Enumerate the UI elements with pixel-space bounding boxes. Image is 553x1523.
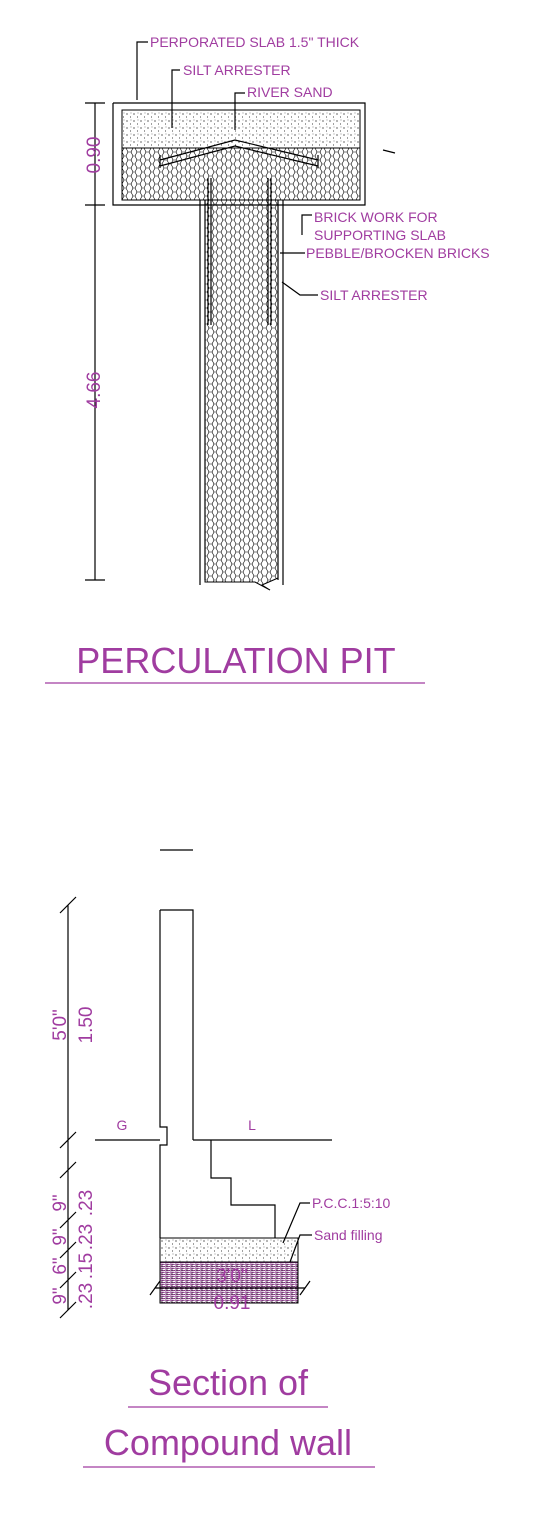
dim-label: 1.50 bbox=[76, 1007, 97, 1044]
ground-mark: L bbox=[248, 1117, 256, 1133]
dim-label: 9" bbox=[50, 1228, 71, 1245]
wall-outline bbox=[95, 850, 332, 1238]
dim-label: 0.91 bbox=[214, 1293, 251, 1314]
title: Section of bbox=[148, 1362, 309, 1403]
label: PEBBLE/BROCKEN BRICKS bbox=[306, 245, 490, 261]
dim-label: 9" bbox=[50, 1194, 71, 1211]
dim-label: 3'0" bbox=[216, 1266, 248, 1287]
sand-layer bbox=[122, 110, 360, 148]
label: SILT ARRESTER bbox=[320, 287, 428, 303]
stem-fill bbox=[205, 200, 278, 590]
compound-wall: 5'0" 1.50 9" 6" 9" 9" .23 .15 .23 .23 3'… bbox=[50, 850, 391, 1467]
dim-label: 6" bbox=[50, 1257, 71, 1274]
label: P.C.C.1:5:10 bbox=[312, 1195, 391, 1211]
label: RIVER SAND bbox=[247, 84, 333, 100]
label: PERPORATED SLAB 1.5" THICK bbox=[150, 34, 360, 50]
title: PERCULATION PIT bbox=[76, 640, 395, 681]
dim-label: 5'0" bbox=[50, 1009, 71, 1041]
dim-label: .23 bbox=[76, 1190, 97, 1216]
ground-mark: G bbox=[117, 1117, 128, 1133]
label: Sand filling bbox=[314, 1227, 383, 1243]
dim-label: .23 bbox=[76, 1224, 97, 1250]
dim-label: 9" bbox=[50, 1287, 71, 1304]
dim-line bbox=[85, 103, 105, 580]
pcc bbox=[160, 1238, 298, 1262]
dim-label: 0.90 bbox=[84, 137, 105, 174]
title: Compound wall bbox=[104, 1422, 352, 1463]
percolation-pit: PERPORATED SLAB 1.5" THICK SILT ARRESTER… bbox=[45, 34, 490, 683]
label: SUPPORTING SLAB bbox=[314, 227, 446, 243]
drawing: PERPORATED SLAB 1.5" THICK SILT ARRESTER… bbox=[0, 0, 553, 1523]
dim-label: 4.66 bbox=[84, 372, 105, 409]
label: BRICK WORK FOR bbox=[314, 209, 438, 225]
dim-label: .23 bbox=[76, 1283, 97, 1309]
dim-label: .15 bbox=[76, 1253, 97, 1279]
label: SILT ARRESTER bbox=[183, 62, 291, 78]
